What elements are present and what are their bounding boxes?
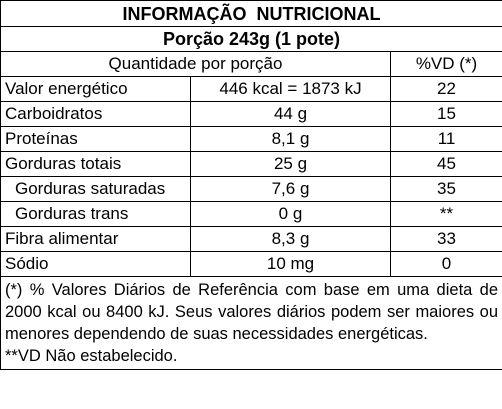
nutrient: Gorduras saturadas — [0, 176, 191, 202]
amount: 25 g — [190, 151, 391, 177]
amount: 10 mg — [190, 251, 391, 277]
column-header: %VD (*) — [389, 51, 502, 77]
amount: 0 g — [190, 201, 391, 227]
daily-value: 35 — [389, 176, 502, 202]
row: Gorduras trans 0 g ** — [0, 201, 502, 227]
column-header: Quantidade por porção — [0, 51, 391, 77]
row: Sódio 10 mg 0 — [0, 251, 502, 277]
row: Carboidratos 44 g 15 — [0, 101, 502, 127]
amount: 44 g — [190, 101, 391, 127]
amount: 8,1 g — [190, 126, 391, 152]
daily-value: 22 — [389, 76, 502, 102]
nutrient: Gorduras totais — [0, 151, 191, 177]
nutrient: Fibra alimentar — [0, 226, 191, 252]
footnote-cell: (*) % Valores Diários de Referência com … — [0, 276, 502, 370]
title: INFORMAÇÃO NUTRICIONAL — [0, 0, 502, 27]
footnote: (*) % Valores Diários de Referência com … — [5, 281, 499, 343]
daily-value: ** — [389, 201, 502, 227]
nutrient: Valor energético — [0, 76, 191, 102]
amount: 446 kcal = 1873 kJ — [190, 76, 391, 102]
daily-value: 15 — [389, 101, 502, 127]
nutrient: Gorduras trans — [0, 201, 191, 227]
row: Valor energético 446 kcal = 1873 kJ 22 — [0, 76, 502, 102]
row: Gorduras totais 25 g 45 — [0, 151, 502, 177]
nutrition-table: INFORMAÇÃO NUTRICIONAL Porção 243g (1 po… — [0, 0, 502, 370]
nutrient: Proteínas — [0, 126, 191, 152]
daily-value: 11 — [389, 126, 502, 152]
footnote: **VD Não estabelecido. — [5, 347, 178, 365]
amount: 8,3 g — [190, 226, 391, 252]
daily-value: 33 — [389, 226, 502, 252]
rows: Valor energético 446 kcal = 1873 kJ 22 Carb… — [0, 76, 502, 277]
amount: 7,6 g — [190, 176, 391, 202]
row: Fibra alimentar 8,3 g 33 — [0, 226, 502, 252]
daily-value: 0 — [389, 251, 502, 277]
row: Proteínas 8,1 g 11 — [0, 126, 502, 152]
nutrient: Sódio — [0, 251, 191, 277]
row: Gorduras saturadas 7,6 g 35 — [0, 176, 502, 202]
serving: Porção 243g (1 pote) — [0, 26, 502, 52]
nutrient: Carboidratos — [0, 101, 191, 127]
daily-value: 45 — [389, 151, 502, 177]
